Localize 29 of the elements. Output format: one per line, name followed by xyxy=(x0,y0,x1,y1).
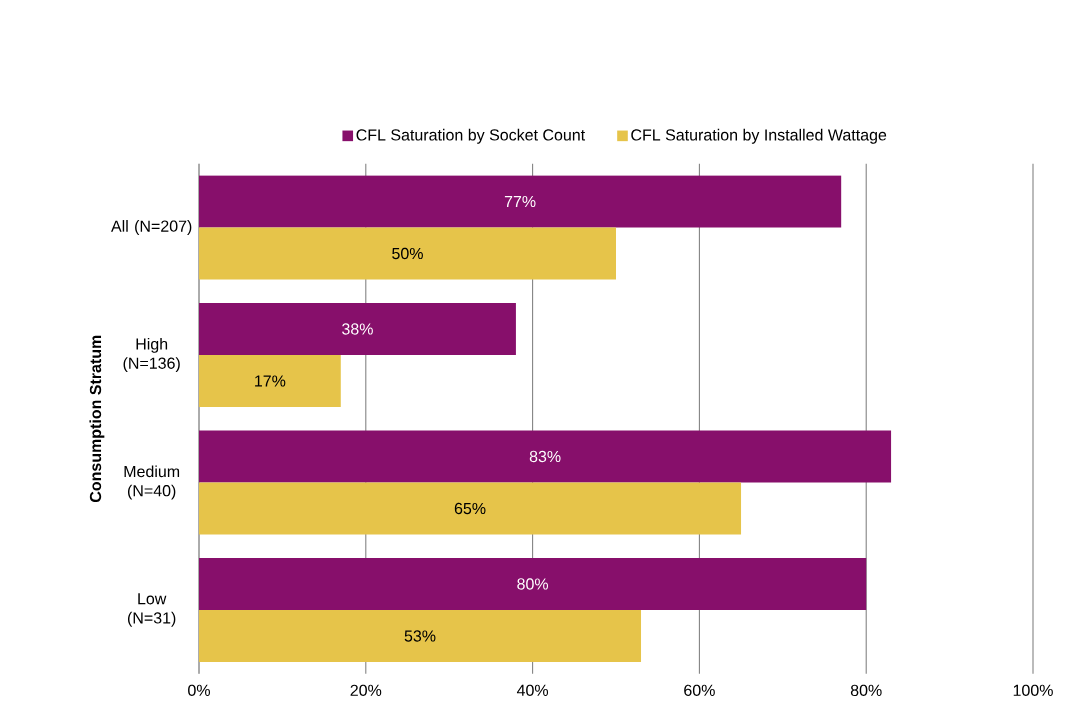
bar xyxy=(199,354,341,407)
bar xyxy=(199,302,516,355)
data-label: 50% xyxy=(392,247,423,259)
x-tick-label: 40% xyxy=(516,684,549,696)
legend-label: CFL Saturation by Socket Count xyxy=(356,128,586,144)
y-tick-label: Low (N=31) xyxy=(127,593,176,627)
y-tick-label: Medium (N=40) xyxy=(124,465,180,500)
x-tick-label: 0% xyxy=(188,684,210,696)
x-tick-label: 20% xyxy=(350,684,382,696)
bar xyxy=(199,430,892,483)
y-tick-label: All (N=207) xyxy=(111,219,192,235)
x-tick-label: 60% xyxy=(684,684,715,696)
data-label: 38% xyxy=(342,323,373,335)
bar xyxy=(199,482,742,535)
bar xyxy=(199,609,642,662)
data-label: 65% xyxy=(454,502,486,514)
x-tick-label: 80% xyxy=(850,684,882,696)
data-label: 77% xyxy=(504,195,536,207)
x-tick-label: 100% xyxy=(1013,684,1053,696)
data-label: 83% xyxy=(529,450,561,462)
bar xyxy=(199,175,842,228)
y-axis-title: Consumption Stratum xyxy=(89,335,105,502)
legend-label: CFL Saturation by Installed Wattage xyxy=(631,128,887,144)
bar xyxy=(199,227,616,280)
data-label: 80% xyxy=(517,578,549,590)
bar xyxy=(199,557,867,610)
data-label: 53% xyxy=(404,630,436,642)
data-label: 17% xyxy=(255,375,286,387)
y-tick-label: High (N=136) xyxy=(123,337,180,372)
